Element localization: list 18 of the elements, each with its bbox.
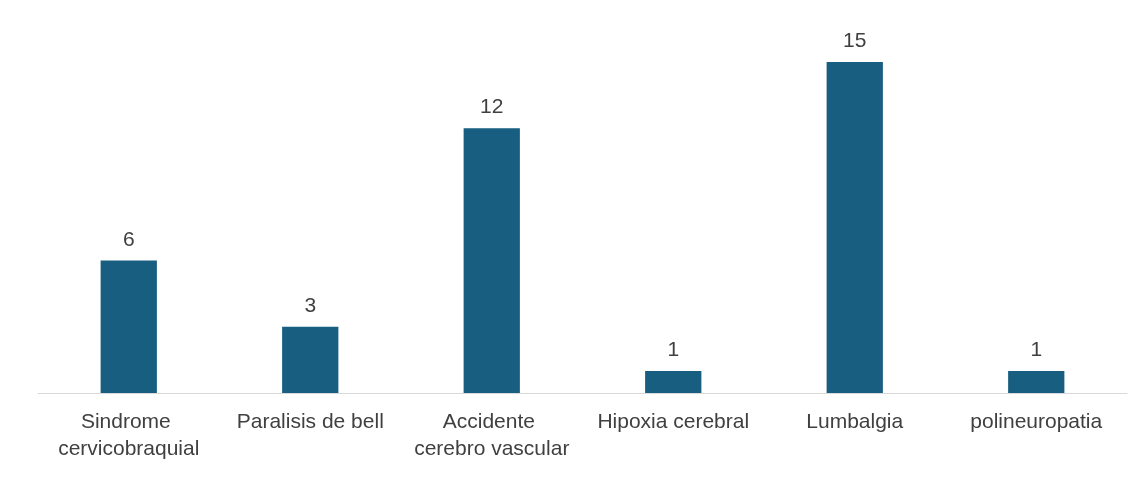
x-tick-label: Paralisis de bell [236,409,384,432]
x-tick-label: Sindrome cervicobraquial [58,409,200,459]
data-label: 12 [480,94,504,118]
bar [645,370,702,393]
data-label: 15 [843,28,867,51]
bar [282,326,339,393]
x-tick-label: Hipoxia cerebral [597,409,750,432]
bar [463,128,520,393]
data-label: 1 [1030,336,1043,360]
x-tick-label: polineuropatia [970,409,1103,432]
x-tick-label: Lumbalgia [806,409,904,432]
bar [1008,370,1065,393]
data-label: 3 [304,292,317,316]
bar [100,260,157,393]
data-label: 1 [667,336,680,360]
data-label: 6 [122,226,135,250]
bar [826,62,883,393]
x-tick-label: Accidente cerebro vascular [414,409,570,459]
